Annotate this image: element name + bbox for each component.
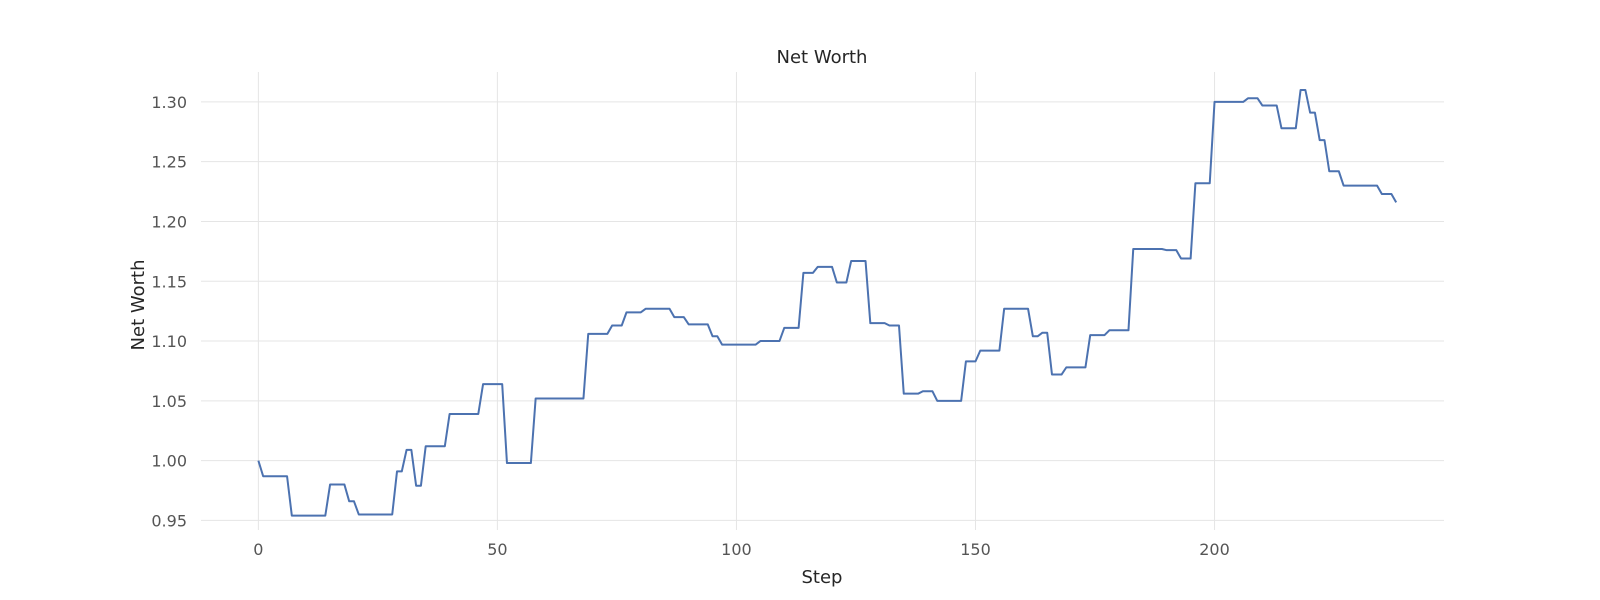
grid xyxy=(201,72,1444,530)
x-axis-ticks: 0 50 100 150 200 xyxy=(253,540,1230,559)
x-tick-label: 200 xyxy=(1199,540,1230,559)
series-layer xyxy=(257,88,1398,517)
y-axis-ticks: 0.95 1.00 1.05 1.10 1.15 1.20 1.25 1.30 xyxy=(151,93,187,531)
y-tick-label: 1.30 xyxy=(151,93,187,112)
x-tick-label: 100 xyxy=(721,540,752,559)
y-tick-label: 1.05 xyxy=(151,392,187,411)
x-axis-label: Step xyxy=(802,567,843,588)
x-tick-label: 0 xyxy=(253,540,263,559)
y-tick-label: 1.15 xyxy=(151,272,187,291)
y-tick-label: 1.25 xyxy=(151,153,187,172)
y-axis-label: Net Worth xyxy=(128,260,149,351)
y-tick-label: 1.10 xyxy=(151,332,187,351)
y-tick-label: 1.20 xyxy=(151,212,187,231)
chart-title: Net Worth xyxy=(777,47,868,68)
y-tick-label: 0.95 xyxy=(151,511,187,530)
y-tick-label: 1.00 xyxy=(151,452,187,471)
x-tick-label: 50 xyxy=(487,540,507,559)
x-tick-label: 150 xyxy=(960,540,991,559)
net-worth-line xyxy=(257,88,1398,517)
